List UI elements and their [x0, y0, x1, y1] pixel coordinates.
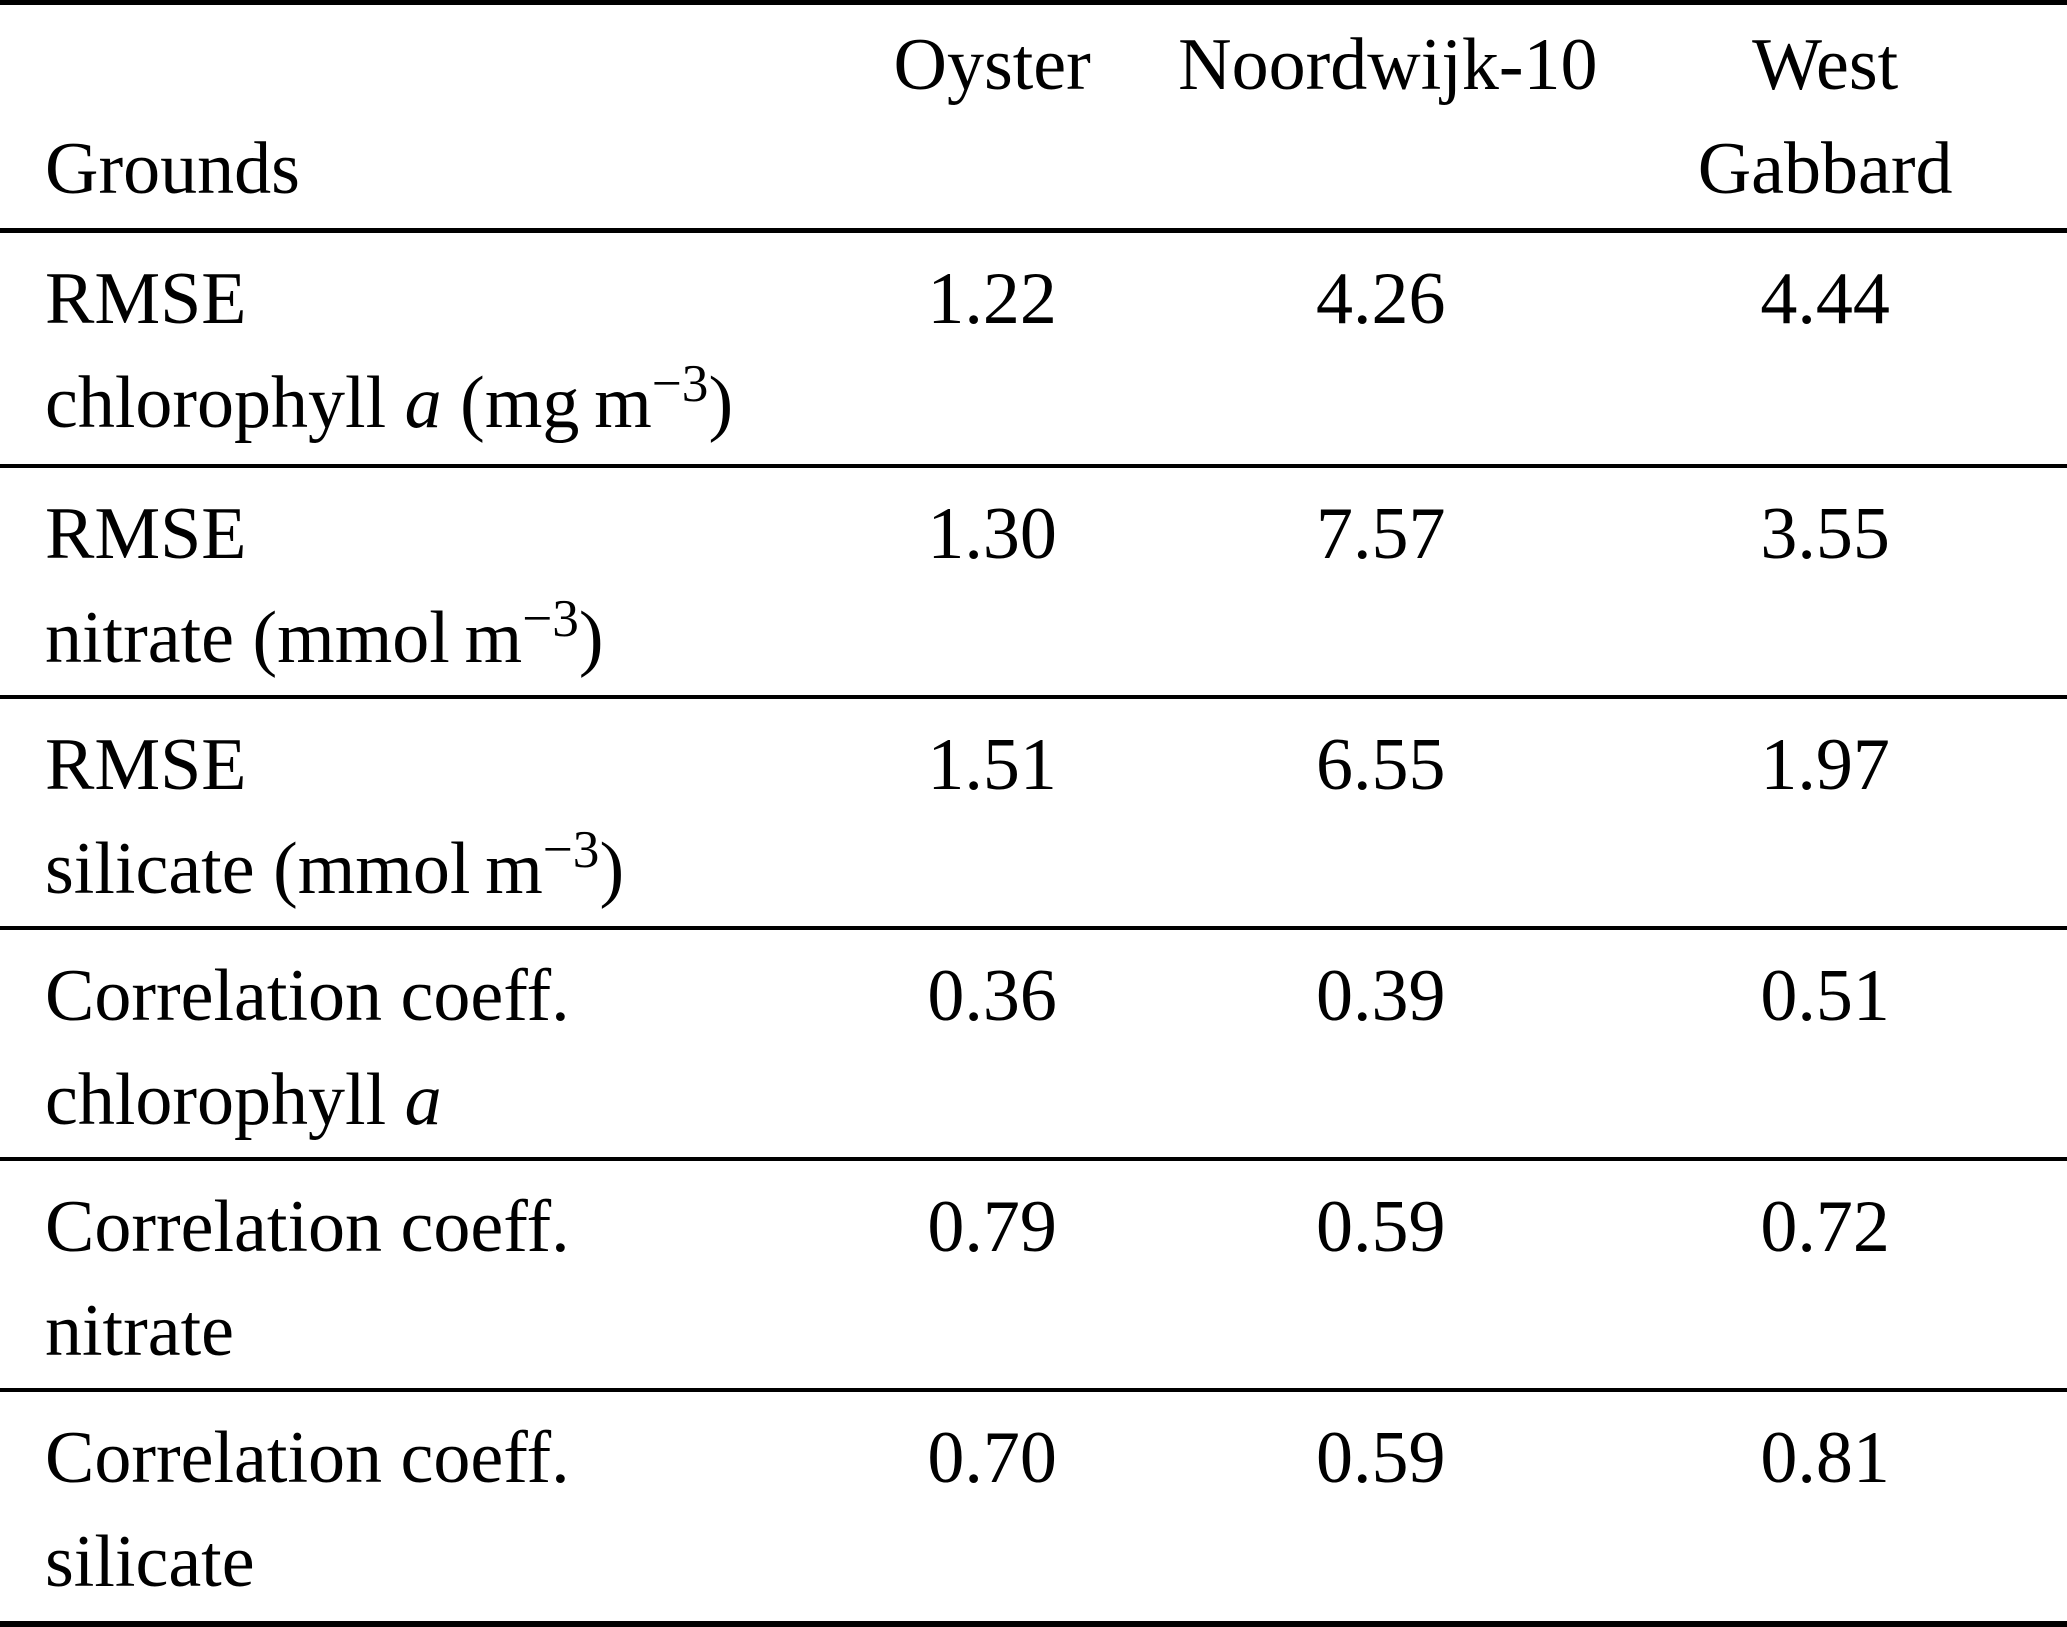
variable-text: nitrate (mmol m: [45, 597, 523, 679]
row-label: Correlation coeff. chlorophyll a: [0, 944, 806, 1157]
unit-superscript: −3: [651, 354, 709, 414]
variable-text: nitrate: [45, 1290, 235, 1372]
table-header-row: Grounds Oyster Noordwijk-10 West Gabbard: [0, 5, 2067, 233]
value-cell: 4.44: [1760, 258, 1890, 340]
variable-text: chlorophyll: [45, 362, 405, 444]
value-cell: 0.70: [927, 1417, 1057, 1499]
column-header-oyster: Oyster: [806, 13, 1178, 228]
variable-text: silicate: [45, 1521, 255, 1603]
value-cell: 0.36: [927, 955, 1057, 1037]
value-cell: 6.55: [1315, 724, 1446, 806]
header-cell-grounds: Grounds: [0, 13, 806, 228]
variable-text: ): [599, 828, 625, 910]
variable-symbol: a: [404, 362, 442, 444]
value-cell: 0.51: [1760, 955, 1890, 1037]
value-cell: 7.57: [1315, 493, 1446, 575]
row-variable: silicate: [45, 1510, 806, 1614]
row-variable: silicate (mmol m−3): [45, 817, 806, 928]
value-cell: 0.59: [1315, 1186, 1446, 1268]
row-label: RMSE silicate (mmol m−3): [0, 713, 806, 928]
row-metric: Correlation coeff.: [45, 1186, 570, 1268]
row-metric: RMSE: [45, 493, 247, 575]
value-cell: 4.26: [1315, 258, 1446, 340]
value-cell: 1.22: [927, 258, 1057, 340]
row-variable: chlorophyll a (mg m−3): [45, 351, 806, 462]
value-cell: 1.30: [927, 493, 1057, 575]
unit-superscript: −3: [522, 589, 579, 649]
value-cell: 3.55: [1760, 493, 1890, 575]
value-cell: 1.51: [927, 724, 1057, 806]
value-cell: 0.79: [927, 1186, 1057, 1268]
row-label: RMSE chlorophyll a (mg m−3): [0, 247, 806, 464]
row-metric: Correlation coeff.: [45, 955, 570, 1037]
row-metric: RMSE: [45, 258, 247, 340]
unit-superscript: −3: [542, 820, 600, 880]
row-label: Correlation coeff. nitrate: [0, 1175, 806, 1388]
value-cell: 0.39: [1315, 955, 1446, 1037]
row-metric: Correlation coeff.: [45, 1417, 570, 1499]
value-cell: 0.81: [1760, 1417, 1890, 1499]
table-row: Correlation coeff. nitrate 0.79 0.59 0.7…: [0, 1157, 2067, 1388]
row-variable: nitrate (mmol m−3): [45, 586, 806, 697]
table-row: Correlation coeff. chlorophyll a 0.36 0.…: [0, 926, 2067, 1157]
row-metric: RMSE: [45, 724, 247, 806]
row-label: RMSE nitrate (mmol m−3): [0, 482, 806, 697]
column-header-west-gabbard: West Gabbard: [1583, 13, 2067, 228]
row-label: Correlation coeff. silicate: [0, 1406, 806, 1619]
value-cell: 0.59: [1315, 1417, 1446, 1499]
variable-text: chlorophyll: [45, 1059, 405, 1141]
table-body: RMSE chlorophyll a (mg m−3) 1.22 4.26 4.…: [0, 233, 2067, 1619]
variable-text: ): [708, 362, 734, 444]
value-cell: 1.97: [1760, 724, 1890, 806]
column-header-noordwijk-10: Noordwijk-10: [1178, 13, 1598, 228]
table-row: Correlation coeff. silicate 0.70 0.59 0.…: [0, 1388, 2067, 1619]
column-header-line: Noordwijk-10: [1178, 24, 1598, 106]
corner-label: Grounds: [45, 128, 300, 210]
row-variable: chlorophyll a: [45, 1048, 806, 1152]
value-cell: 0.72: [1760, 1186, 1890, 1268]
variable-text: (mg m: [441, 362, 652, 444]
column-header-line: Gabbard: [1697, 128, 1953, 210]
column-header-line: Oyster: [893, 24, 1091, 106]
table-row: RMSE chlorophyll a (mg m−3) 1.22 4.26 4.…: [0, 233, 2067, 464]
column-header-line: West: [1752, 24, 1899, 106]
variable-text: ): [578, 597, 604, 679]
table-row: RMSE nitrate (mmol m−3) 1.30 7.57 3.55: [0, 464, 2067, 695]
row-variable: nitrate: [45, 1279, 806, 1383]
table-row: RMSE silicate (mmol m−3) 1.51 6.55 1.97: [0, 695, 2067, 926]
variable-text: silicate (mmol m: [45, 828, 543, 910]
variable-symbol: a: [404, 1059, 442, 1141]
